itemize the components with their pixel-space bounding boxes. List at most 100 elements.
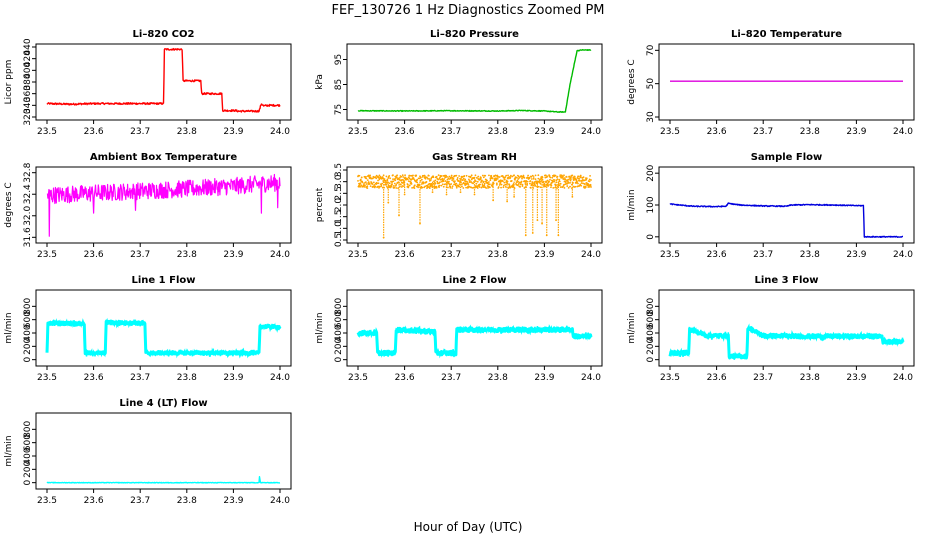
y-tick-label: 30 [646,111,656,123]
data-point [441,183,444,186]
y-tick-label: 200 [23,460,33,477]
data-point [402,176,405,178]
data-point [531,174,534,177]
data-point [559,182,562,185]
data-point [567,182,570,184]
y-tick-label: 3.5 [334,163,344,177]
data-point [468,178,470,181]
data-point [453,183,455,186]
x-tick-label: 23.5 [348,373,368,383]
data-point [420,176,422,179]
data-point [443,183,446,186]
data-point [440,184,443,187]
data-point [400,175,403,178]
panel-title: Ambient Box Temperature [90,152,237,163]
data-point [544,174,547,177]
data-point [468,179,471,182]
data-point [406,183,409,186]
data-point [519,183,522,186]
x-tick-label: 23.7 [130,373,150,383]
data-point [574,185,577,188]
data-point [428,187,431,189]
data-point [582,176,585,179]
data-point [519,185,522,188]
y-tick-label: 0 [23,357,33,363]
y-tick-label: 70 [646,44,656,56]
data-point [571,174,574,177]
data-point [480,186,483,189]
x-tick-label: 23.8 [177,373,197,383]
data-point [366,179,369,182]
x-tick-label: 23.8 [177,496,197,506]
series-line [46,173,281,237]
data-point [558,184,561,187]
data-point [491,177,494,180]
data-point [375,174,378,177]
series-line [357,49,592,113]
data-point [509,186,512,189]
series-band [46,317,281,359]
x-tick-label: 23.6 [84,373,104,383]
data-point [503,181,506,184]
data-point [483,184,486,187]
x-tick-label: 23.5 [660,373,680,383]
data-point [537,174,540,177]
chart-panel: Gas Stream RH 23.5 23.6 23.7 23.8 23.9 24.0 0.5… [315,152,603,260]
data-point [417,186,420,189]
data-point [498,184,501,186]
data-point [378,178,381,181]
data-point [509,176,512,179]
y-tick-label: 360 [23,85,33,102]
data-point [464,178,467,181]
data-point [578,178,581,180]
data-point [385,175,388,178]
data-point [493,175,495,178]
data-point [548,180,550,183]
data-point [532,176,535,178]
data-point [553,179,556,181]
data-point [541,222,543,225]
data-point [473,176,476,179]
data-point [504,185,507,188]
data-point [410,183,413,185]
data-point [378,174,381,177]
series-band [669,323,904,360]
data-point [529,186,532,189]
panel-title: Line 4 (LT) Flow [119,398,207,409]
x-tick-label: 23.7 [130,127,150,137]
panel-title: Li–820 Temperature [731,29,842,40]
data-point [357,179,359,182]
x-tick-label: 23.9 [846,127,866,137]
data-point [537,177,540,180]
data-point [366,185,369,188]
data-point [466,180,468,183]
data-point [359,178,362,181]
data-point [550,186,552,189]
data-point [566,182,569,185]
data-point [521,183,524,186]
data-point [474,180,477,183]
data-point [401,174,404,177]
data-point [523,180,526,182]
x-tick-label: 23.6 [707,373,727,383]
data-point [428,182,431,185]
data-point [377,179,379,182]
y-tick-label: 100 [646,196,656,213]
data-point [573,186,576,188]
data-point [521,177,523,180]
data-point [516,176,518,179]
data-point [413,184,416,187]
plot-frame [346,43,603,121]
x-tick-label: 23.8 [488,127,508,137]
x-tick-label: 23.5 [37,496,57,506]
data-point [570,178,572,180]
data-point [369,174,372,177]
data-point [558,178,561,181]
x-tick-label: 23.7 [753,373,773,383]
y-tick-label: 75 [334,104,344,115]
data-point [564,178,567,181]
plot-frame [35,289,292,367]
data-point [588,180,591,183]
x-tick-label: 23.5 [348,250,368,260]
data-point [384,179,387,182]
